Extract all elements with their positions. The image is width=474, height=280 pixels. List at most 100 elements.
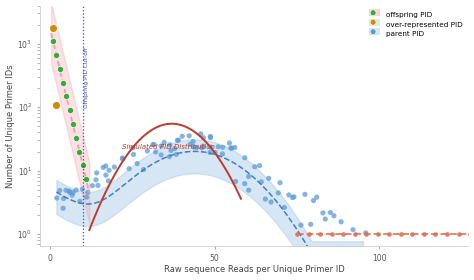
- Point: [166, 154, 173, 159]
- Point: [339, 232, 347, 236]
- Point: [110, 165, 118, 169]
- Point: [94, 183, 102, 188]
- Point: [171, 146, 179, 151]
- Point: [119, 157, 127, 161]
- Point: [443, 232, 451, 236]
- Point: [207, 134, 214, 139]
- Point: [69, 190, 77, 195]
- Point: [256, 164, 264, 168]
- Point: [49, 25, 57, 30]
- Point: [197, 132, 204, 136]
- Point: [130, 152, 137, 157]
- Point: [337, 220, 345, 224]
- Point: [65, 189, 73, 193]
- Point: [178, 134, 186, 139]
- Point: [76, 199, 84, 204]
- Point: [186, 142, 194, 146]
- Point: [330, 214, 338, 218]
- Text: Simulated PID Distribution: Simulated PID Distribution: [122, 144, 215, 150]
- Point: [231, 145, 238, 150]
- X-axis label: Raw sequence Reads per Unique Primer ID: Raw sequence Reads per Unique Primer ID: [164, 265, 345, 274]
- Point: [219, 145, 227, 150]
- Point: [289, 195, 296, 200]
- Point: [118, 156, 126, 160]
- Point: [100, 165, 107, 170]
- Point: [362, 231, 370, 235]
- Point: [53, 53, 60, 57]
- Point: [105, 179, 112, 183]
- Point: [160, 140, 168, 145]
- Point: [420, 232, 428, 236]
- Point: [150, 142, 158, 147]
- Point: [262, 197, 269, 201]
- Point: [327, 210, 334, 215]
- Point: [166, 143, 173, 147]
- Point: [397, 232, 405, 236]
- Point: [321, 217, 329, 221]
- Point: [59, 80, 67, 85]
- Point: [316, 232, 324, 236]
- Point: [53, 102, 60, 107]
- Y-axis label: Number of Unique Primer IDs: Number of Unique Primer IDs: [6, 64, 15, 188]
- Point: [301, 192, 309, 197]
- Point: [351, 232, 358, 236]
- Point: [198, 146, 206, 150]
- Point: [466, 232, 474, 236]
- Point: [276, 181, 284, 185]
- Legend: offspring PID, over-represented PID, parent PID: offspring PID, over-represented PID, par…: [367, 9, 465, 39]
- Point: [102, 173, 109, 177]
- Point: [185, 134, 193, 138]
- Point: [409, 232, 416, 236]
- Point: [144, 149, 151, 153]
- Point: [152, 150, 159, 154]
- Point: [66, 108, 73, 113]
- Point: [363, 232, 370, 236]
- Point: [432, 232, 439, 236]
- Point: [313, 195, 320, 199]
- Point: [285, 193, 292, 197]
- Point: [62, 188, 70, 193]
- Text: Offspring PID Cut-off: Offspring PID Cut-off: [84, 47, 89, 108]
- Point: [214, 144, 222, 149]
- Point: [82, 177, 90, 181]
- Point: [274, 191, 282, 195]
- Point: [63, 94, 70, 99]
- Point: [84, 190, 91, 195]
- Point: [73, 188, 80, 192]
- Point: [281, 205, 288, 210]
- Point: [102, 164, 109, 168]
- Point: [56, 67, 64, 71]
- Point: [349, 227, 357, 232]
- Point: [310, 198, 317, 203]
- Point: [93, 171, 100, 175]
- Point: [297, 223, 305, 227]
- Point: [140, 167, 147, 172]
- Point: [73, 136, 80, 140]
- Point: [307, 222, 314, 227]
- Point: [200, 144, 207, 148]
- Point: [290, 195, 298, 199]
- Point: [245, 188, 253, 192]
- Point: [267, 200, 275, 204]
- Point: [49, 39, 57, 44]
- Point: [134, 161, 141, 166]
- Point: [219, 152, 226, 156]
- Point: [167, 148, 175, 153]
- Point: [190, 145, 197, 149]
- Point: [251, 164, 258, 169]
- Point: [173, 138, 181, 143]
- Point: [68, 193, 76, 197]
- Point: [226, 141, 233, 145]
- Point: [241, 181, 248, 186]
- Point: [66, 190, 73, 195]
- Point: [157, 144, 165, 148]
- Point: [129, 146, 137, 150]
- Point: [293, 232, 301, 236]
- Point: [200, 136, 207, 140]
- Point: [227, 146, 235, 150]
- Point: [56, 188, 64, 193]
- Point: [69, 122, 77, 126]
- Point: [76, 149, 83, 154]
- Point: [206, 150, 214, 155]
- Point: [207, 145, 214, 149]
